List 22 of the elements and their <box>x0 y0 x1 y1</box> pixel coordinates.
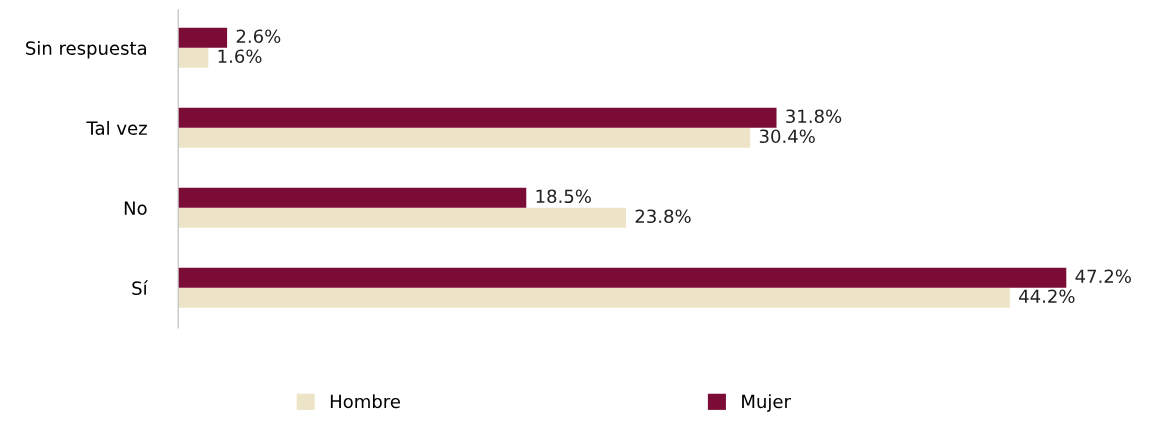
bar <box>178 287 1010 308</box>
data-label: 23.8% <box>635 209 691 224</box>
bar <box>178 47 209 68</box>
data-label: 2.6% <box>236 29 281 44</box>
y-tick-label: No <box>124 201 147 215</box>
data-label: 31.8% <box>786 109 842 124</box>
y-tick-label: Tal vez <box>86 120 147 135</box>
data-label: 47.2% <box>1075 269 1131 284</box>
bar <box>178 127 751 148</box>
legend-label: Hombre <box>330 394 400 409</box>
data-label: 18.5% <box>536 189 591 204</box>
y-tick-label: Sí <box>132 280 149 295</box>
data-label: 30.4% <box>759 129 815 144</box>
bar <box>178 207 626 228</box>
data-label: 44.2% <box>1019 289 1075 304</box>
legend-label: Mujer <box>742 394 791 412</box>
y-tick-label: Sin respuesta <box>26 40 146 59</box>
data-label: 1.6% <box>218 49 262 64</box>
bar <box>178 27 228 48</box>
bar <box>178 267 1067 288</box>
bar <box>178 107 777 128</box>
bar <box>178 187 527 208</box>
